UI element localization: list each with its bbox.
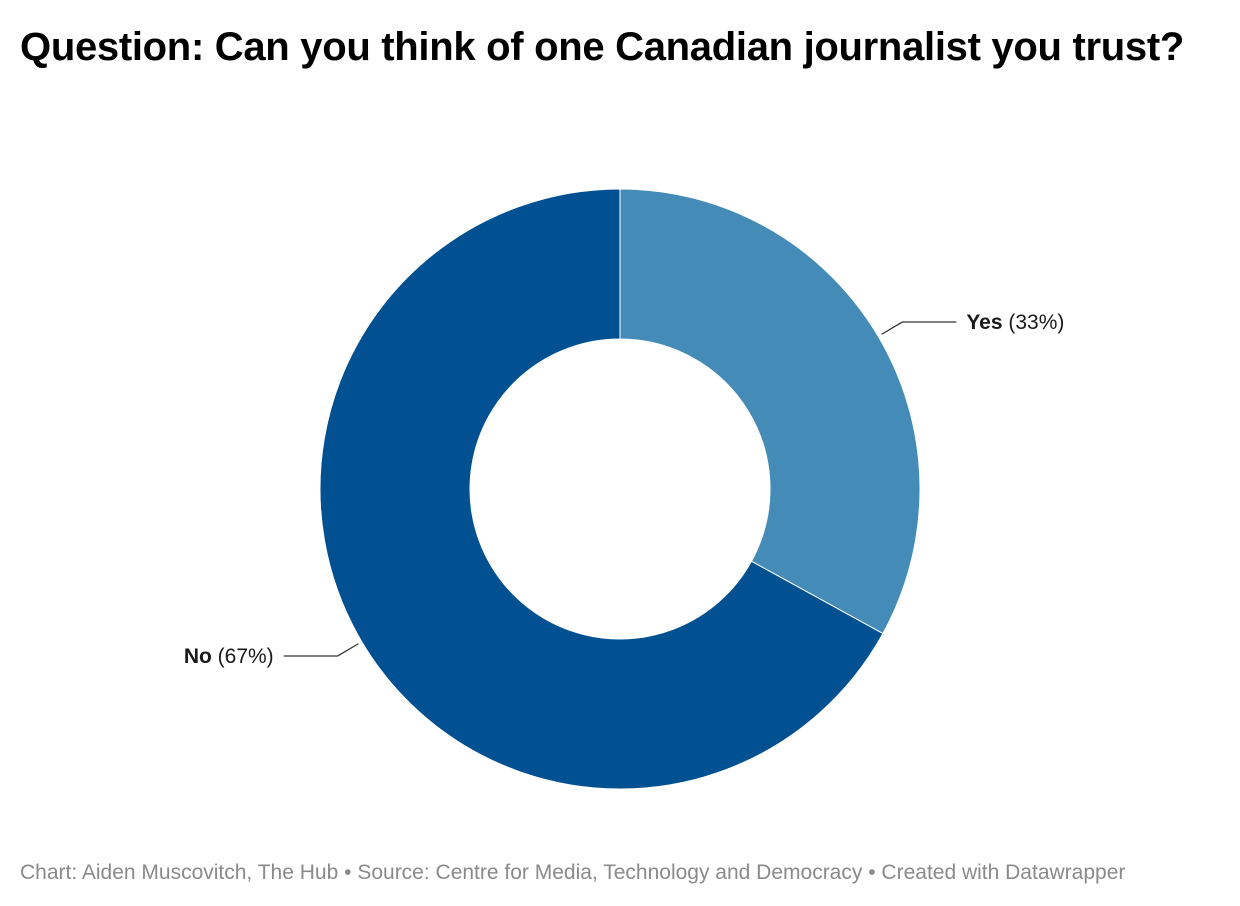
source-credit: Source: Centre for Media, Technology and… <box>357 861 863 884</box>
leader-line-no <box>283 643 359 657</box>
slice-label-value: (67%) <box>212 645 274 668</box>
created-with-credit: Created with Datawrapper <box>881 861 1126 884</box>
footer-separator: • <box>868 861 876 884</box>
slice-label-category: No <box>184 645 212 668</box>
slice-label-yes: Yes (33%) <box>966 311 1064 334</box>
leader-line-yes <box>881 321 957 335</box>
slice-yes <box>619 188 921 635</box>
footer-separator: • <box>344 861 352 884</box>
slice-labels: Yes (33%) No (67%) <box>184 311 1065 668</box>
chart-title: Question: Can you think of one Canadian … <box>20 25 1184 69</box>
slice-label-no: No (67%) <box>184 645 274 668</box>
donut-slices <box>319 188 921 790</box>
slice-label-category: Yes <box>966 311 1002 334</box>
slice-no <box>319 188 884 790</box>
chart-credit: Chart: Aiden Muscovitch, The Hub <box>20 861 339 884</box>
chart-footer: Chart: Aiden Muscovitch, The Hub • Sourc… <box>20 860 1125 886</box>
slice-label-value: (33%) <box>1003 311 1065 334</box>
